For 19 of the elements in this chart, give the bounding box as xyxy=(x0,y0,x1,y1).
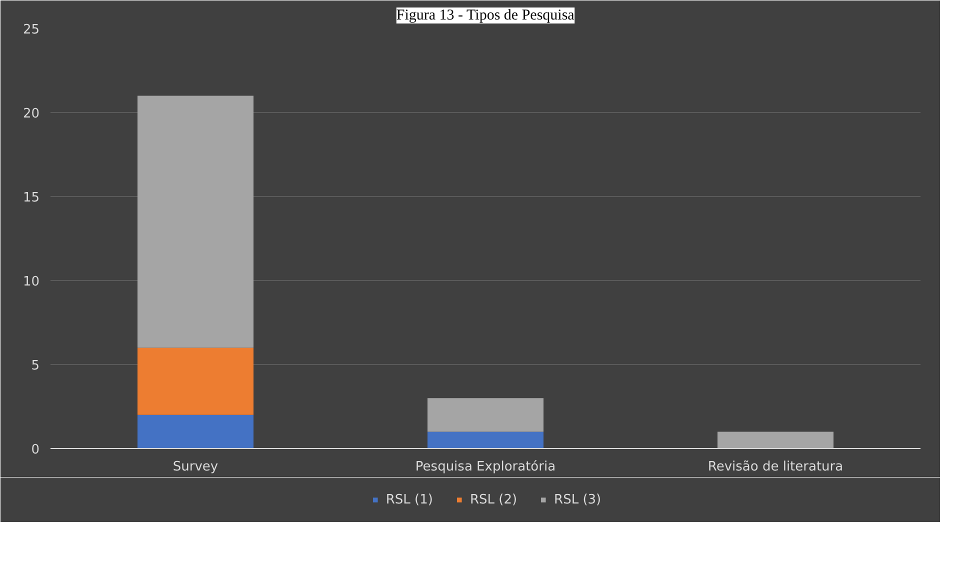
bar xyxy=(428,398,544,432)
y-tick-label: 10 xyxy=(22,274,40,290)
y-tick-label: 25 xyxy=(22,22,40,38)
bar xyxy=(138,348,254,415)
y-tick-label: 0 xyxy=(31,442,40,458)
bar xyxy=(138,96,254,348)
x-tick-label: Pesquisa Exploratória xyxy=(415,460,556,474)
legend-label: RSL (3) xyxy=(554,492,602,507)
legend-label: RSL (1) xyxy=(386,492,433,507)
bar xyxy=(138,414,254,448)
y-tick-label: 5 xyxy=(31,358,40,374)
bar xyxy=(428,432,544,448)
x-tick-label: Survey xyxy=(172,460,218,474)
y-tick-label: 20 xyxy=(22,106,40,122)
chart-title: Figura 13 - Tipos de Pesquisa xyxy=(396,8,575,24)
x-tick-label: Revisão de literatura xyxy=(708,460,844,474)
bar xyxy=(718,432,834,448)
y-tick-label: 15 xyxy=(22,190,40,206)
legend-label: RSL (2) xyxy=(470,492,518,507)
